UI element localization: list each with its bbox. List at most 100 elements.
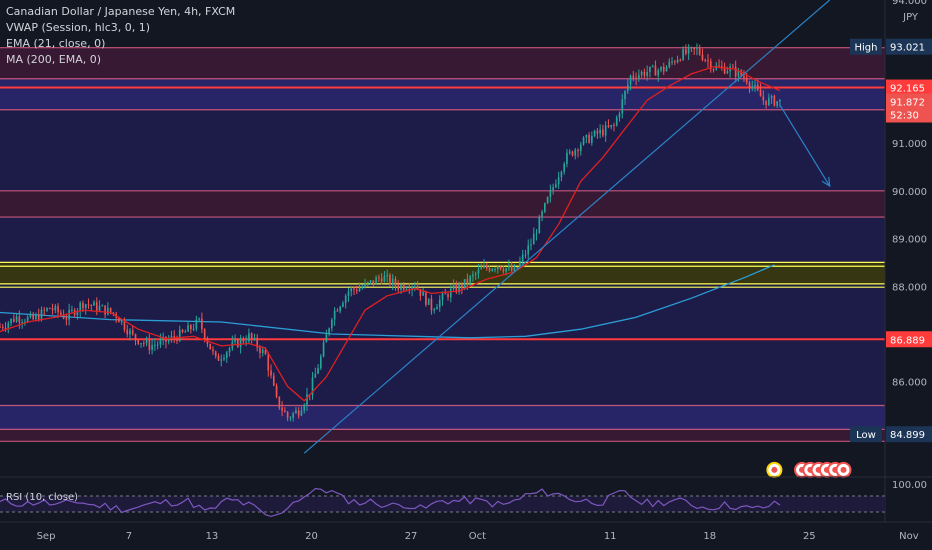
candle-body <box>613 124 615 126</box>
candle-body <box>527 245 530 255</box>
candle-body <box>549 189 552 198</box>
candle-body <box>322 342 325 357</box>
candle-body <box>1 326 4 328</box>
candle-body <box>272 375 275 386</box>
candle-body <box>372 280 375 284</box>
candle-body <box>118 317 120 323</box>
candle-body <box>441 293 444 300</box>
candle-body <box>353 288 355 290</box>
candle-body <box>295 410 297 414</box>
event-marker-dot <box>840 466 847 473</box>
candle-body <box>203 329 206 340</box>
candle-body <box>37 314 40 321</box>
candle-body <box>57 306 59 313</box>
candle-body <box>198 318 200 320</box>
legend-ma[interactable]: MA (200, EMA, 0) <box>6 53 102 66</box>
candle-body <box>466 279 469 284</box>
candle-body <box>134 334 137 340</box>
candle-body <box>599 129 601 134</box>
candle-body <box>712 69 715 71</box>
candle-body <box>414 286 416 288</box>
candle-body <box>217 355 220 361</box>
candle-body <box>632 75 635 78</box>
candle-body <box>386 274 389 277</box>
candle-body <box>79 302 82 311</box>
y-tick-label: 88.000 <box>892 282 927 293</box>
candle-body <box>770 96 773 98</box>
candle-body <box>444 293 447 295</box>
candle-body <box>0 326 1 328</box>
currency-label: JPY <box>902 12 919 23</box>
candle-body <box>776 101 778 106</box>
candle-body <box>461 283 463 289</box>
candle-body <box>745 77 748 83</box>
zone-1 <box>0 78 885 110</box>
candle-body <box>618 113 621 118</box>
candle-body <box>120 320 123 323</box>
candle-body <box>51 308 54 311</box>
legend-ema[interactable]: EMA (21, close, 0) <box>6 37 106 50</box>
candle-body <box>151 345 153 350</box>
candle-body <box>474 273 477 275</box>
candle-body <box>566 152 568 164</box>
candle-body <box>543 203 546 212</box>
candle-body <box>458 283 460 293</box>
candle-body <box>516 267 519 269</box>
candle-body <box>751 86 754 88</box>
rsi-axis-label: 100.00 <box>892 480 927 491</box>
candle-body <box>317 368 319 374</box>
candle-body <box>84 304 87 309</box>
candle-body <box>682 49 684 60</box>
candle-body <box>430 298 433 311</box>
candle-body <box>668 61 671 67</box>
x-tick-label: Oct <box>469 531 486 542</box>
candle-body <box>676 59 679 63</box>
candle-body <box>690 47 693 49</box>
candle-body <box>491 269 494 271</box>
candle-body <box>137 339 140 344</box>
candle-body <box>732 66 734 68</box>
x-tick-label: 7 <box>126 531 132 542</box>
x-tick-label: 13 <box>206 531 219 542</box>
candle-body <box>378 277 380 279</box>
label-low-tag <box>850 426 882 443</box>
candle-body <box>754 84 756 87</box>
zone-7 <box>0 338 885 406</box>
candle-body <box>35 314 37 320</box>
candle-body <box>65 318 68 320</box>
candle-body <box>494 269 496 271</box>
price-tag-value: 52:30 <box>890 111 919 122</box>
candle-body <box>499 266 502 270</box>
legend-title[interactable]: Canadian Dollar / Japanese Yen, 4h, FXCM <box>6 5 236 18</box>
candle-body <box>449 289 452 298</box>
candle-body <box>436 307 438 310</box>
candle-body <box>68 309 70 320</box>
candle-body <box>267 354 270 371</box>
candle-body <box>560 171 563 178</box>
candle-body <box>521 254 524 261</box>
candle-body <box>621 99 624 114</box>
candle-body <box>638 74 640 79</box>
candle-body <box>651 65 654 67</box>
candle-body <box>709 61 712 70</box>
candle-body <box>140 343 142 345</box>
candle-body <box>685 49 687 54</box>
candle-body <box>629 75 632 85</box>
candle-body <box>284 410 286 413</box>
candle-body <box>181 330 184 333</box>
candle-body <box>253 337 256 339</box>
candle-body <box>101 305 104 307</box>
candle-body <box>123 320 126 330</box>
candle-body <box>355 289 358 292</box>
candle-body <box>21 322 23 324</box>
forecast-arrow <box>779 104 831 187</box>
candle-body <box>643 71 646 76</box>
candle-body <box>762 96 765 101</box>
legend-vwap[interactable]: VWAP (Session, hlc3, 0, 1) <box>6 21 151 34</box>
label-high: High <box>855 43 878 54</box>
candle-body <box>60 312 62 315</box>
candle-body <box>184 331 187 333</box>
candle-body <box>250 333 253 339</box>
